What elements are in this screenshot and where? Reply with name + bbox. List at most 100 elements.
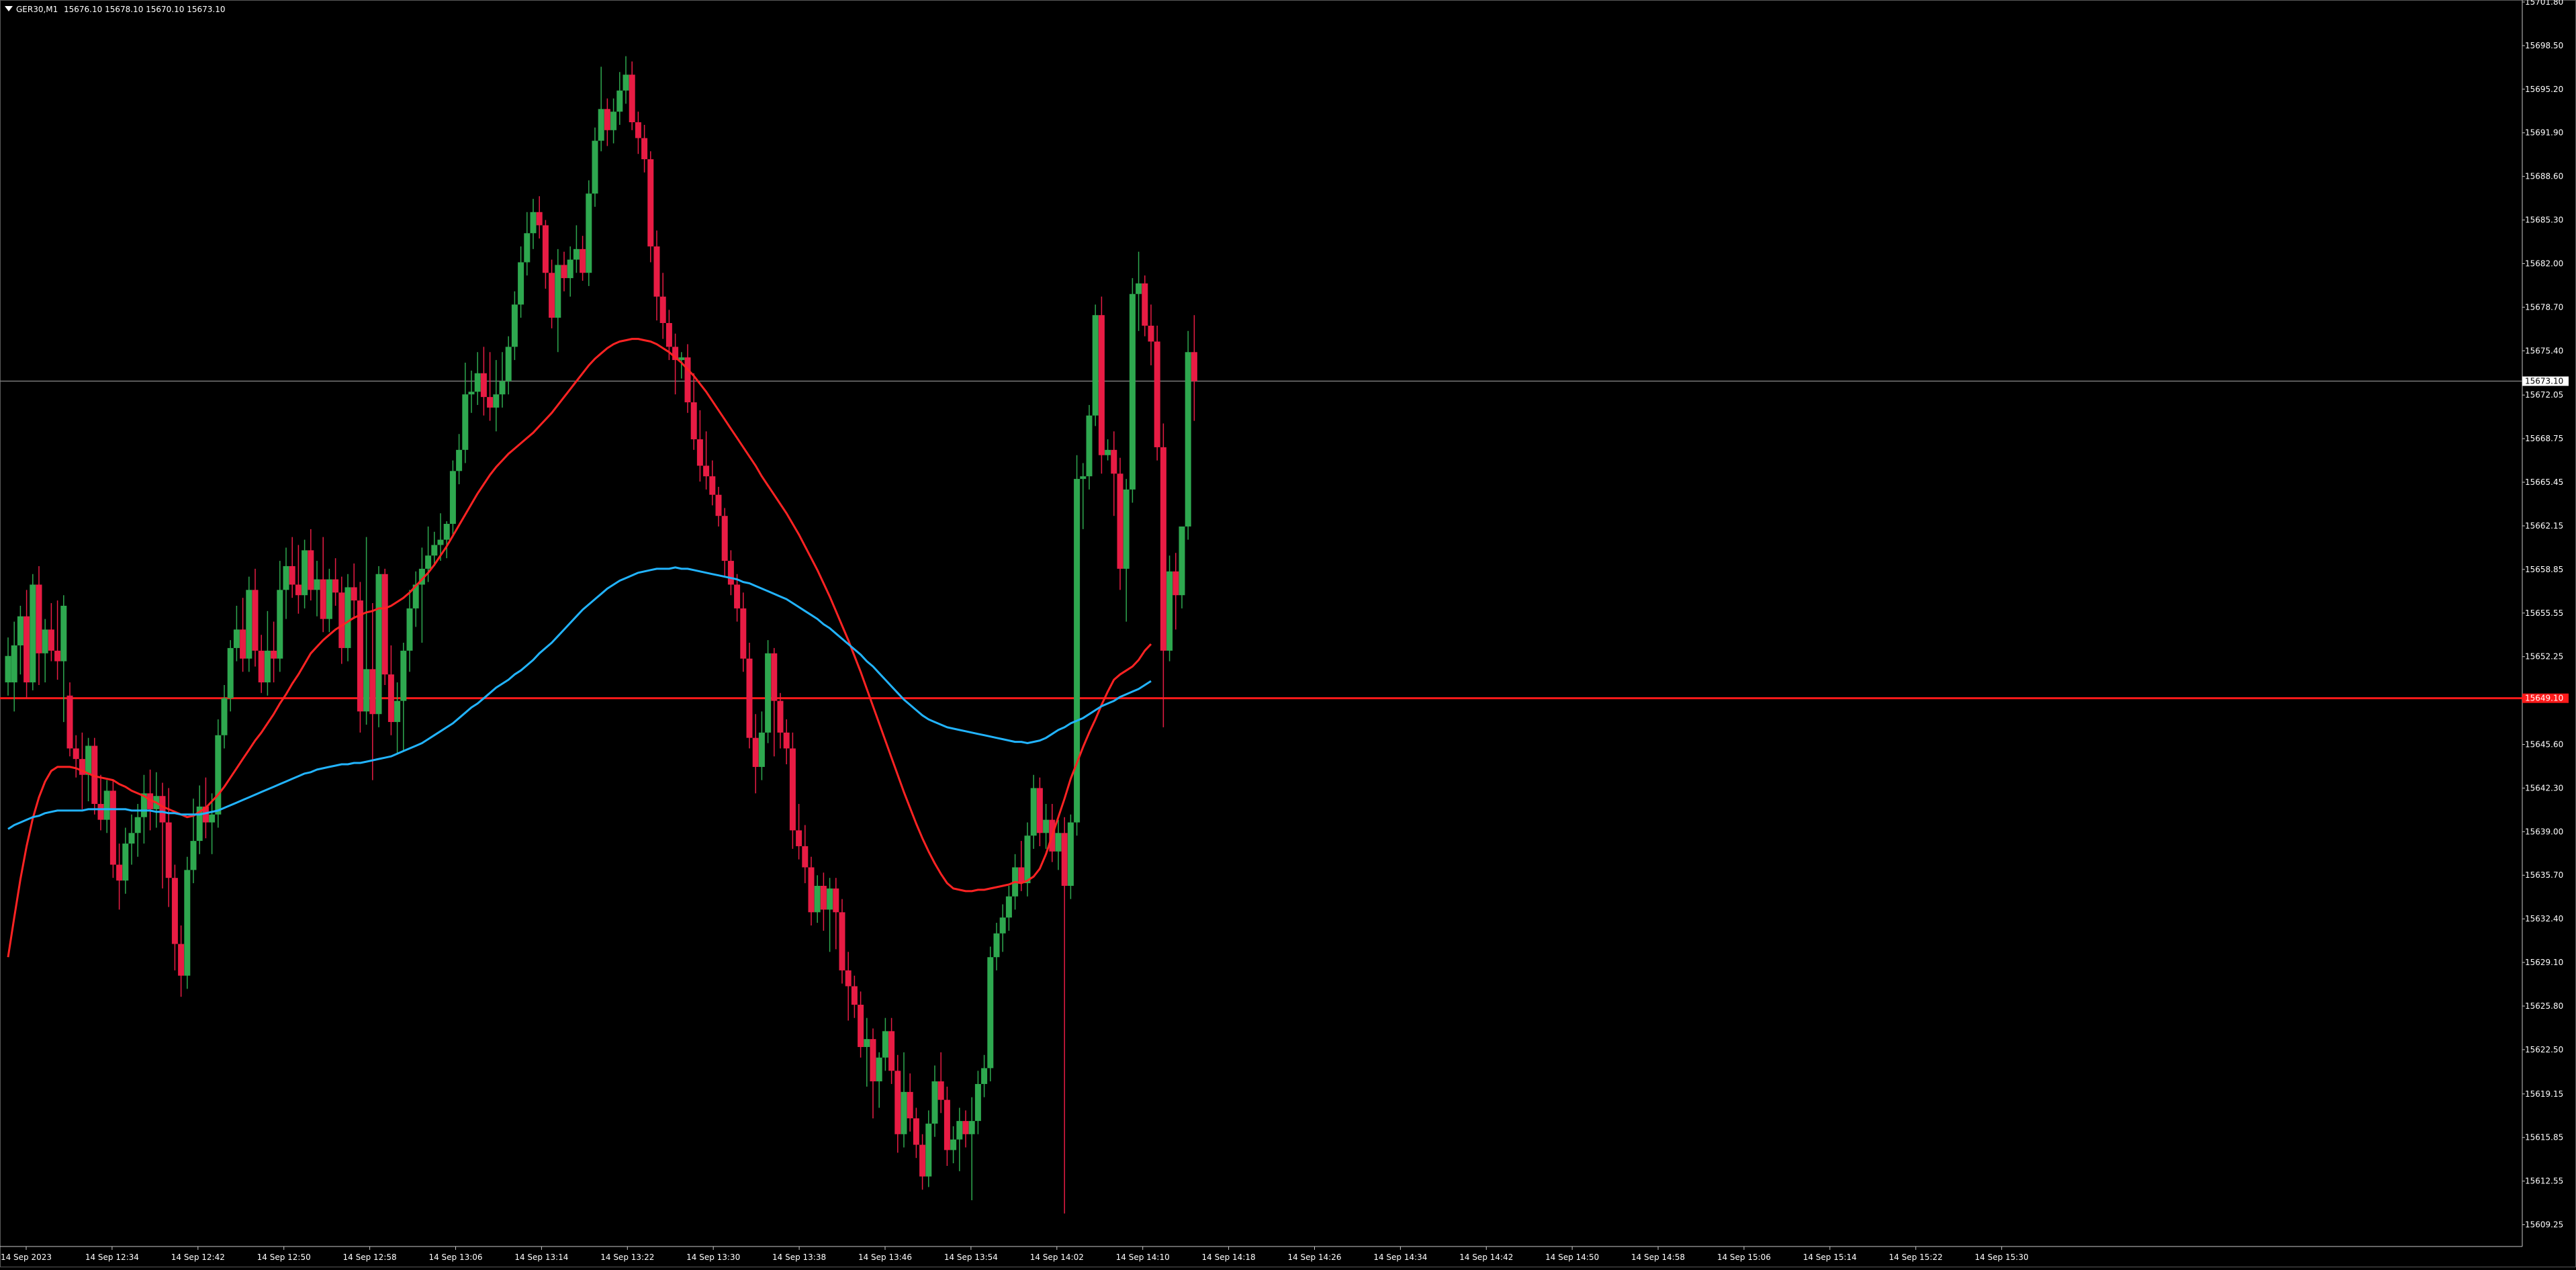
candle	[30, 574, 36, 690]
candle	[1185, 330, 1191, 540]
candle	[882, 1017, 888, 1071]
candle-body	[802, 846, 809, 868]
candle	[221, 684, 228, 749]
candle-body	[1160, 447, 1166, 651]
candle	[73, 735, 79, 778]
candle-body	[721, 516, 728, 561]
candle-body	[518, 262, 524, 305]
candle-body	[851, 986, 858, 1005]
candle	[808, 856, 815, 925]
candle-body	[777, 700, 784, 733]
candle-body	[555, 265, 561, 318]
fast-moving-average-line	[7, 338, 1152, 958]
candle-body	[283, 565, 289, 590]
candle-body	[1142, 283, 1148, 326]
time-tick-label: 14 Sep 15:30	[1975, 1253, 2029, 1262]
collapse-triangle-icon[interactable]	[5, 6, 13, 11]
candle-body	[48, 629, 54, 651]
time-axis[interactable]: 14 Sep 2023 14 Sep 12:34 14 Sep 12:42 14 Se…	[1, 1246, 2029, 1262]
time-tick-label: 14 Sep 14:18	[1202, 1253, 1256, 1262]
candle	[851, 975, 858, 1018]
candle-body	[580, 248, 586, 273]
candle-body	[116, 864, 123, 881]
candle-body	[783, 732, 790, 749]
time-tick-label: 14 Sep 14:50	[1545, 1253, 1599, 1262]
candle	[901, 1052, 907, 1148]
price-tick-label: 15668.75	[2525, 434, 2563, 443]
candle	[375, 565, 382, 727]
price-labels: 15673.10 15649.10	[2522, 376, 2569, 703]
candle-body	[499, 381, 506, 395]
candle-body	[209, 814, 216, 823]
candle-body	[715, 494, 722, 516]
candle-body	[734, 584, 741, 608]
candle-body	[1154, 341, 1160, 447]
candle-body	[400, 650, 407, 701]
candle-body	[913, 1118, 919, 1145]
candle-body	[227, 647, 234, 698]
candle	[1086, 404, 1093, 490]
candle-body	[264, 650, 271, 683]
candle	[802, 825, 809, 884]
candle	[344, 574, 351, 662]
candle-body	[11, 645, 17, 683]
price-tick-label: 15658.85	[2525, 565, 2563, 574]
candle-body	[962, 1121, 969, 1134]
candle-body	[91, 745, 98, 805]
candle-body	[845, 970, 852, 987]
candle-body	[925, 1124, 932, 1177]
candle	[518, 246, 524, 318]
candle-body	[727, 561, 734, 585]
candle-body	[252, 590, 259, 651]
candle	[381, 568, 388, 685]
candle	[919, 1134, 926, 1190]
candle	[468, 370, 475, 413]
candle	[1024, 822, 1031, 897]
candle	[277, 561, 283, 672]
candle-body	[60, 605, 67, 662]
candle-body	[629, 75, 635, 123]
candle	[400, 643, 407, 752]
candle	[443, 521, 450, 559]
price-tick-label: 15662.15	[2525, 521, 2563, 531]
candle	[209, 793, 216, 854]
candle	[487, 352, 494, 421]
candle	[950, 1126, 957, 1164]
current-price-badge	[2522, 376, 2569, 386]
candle-body	[320, 579, 326, 619]
candle-body	[530, 212, 537, 234]
candle-body	[289, 565, 295, 585]
candle-body	[171, 878, 178, 944]
candle-body	[85, 745, 92, 775]
candle	[480, 347, 487, 416]
candle	[85, 737, 92, 802]
chart-header: GER30,M1 15676.10 15678.10 15670.10 1567…	[5, 5, 225, 14]
candle	[338, 576, 345, 664]
candle	[493, 360, 500, 432]
candle-body	[586, 193, 592, 273]
time-tick-label: 14 Sep 12:42	[171, 1253, 225, 1262]
level-price-label: 15649.10	[2525, 694, 2563, 703]
candle-body	[937, 1081, 944, 1100]
candle-body	[215, 735, 222, 815]
candle-body	[598, 109, 604, 141]
candle	[567, 246, 573, 297]
time-tick-label: 14 Sep 12:50	[257, 1253, 311, 1262]
candle-body	[24, 616, 30, 683]
candle	[66, 682, 73, 757]
candle	[604, 98, 610, 146]
price-tick-label: 15695.20	[2525, 85, 2563, 94]
candle-body	[573, 248, 580, 260]
candle	[653, 230, 660, 321]
candle-body	[308, 550, 314, 590]
price-tick-label: 15632.40	[2525, 914, 2563, 923]
candle	[363, 537, 370, 725]
candle	[474, 352, 481, 405]
candle	[981, 1054, 988, 1097]
candle	[1061, 817, 1068, 1214]
price-tick-label: 15691.90	[2525, 128, 2563, 138]
candle	[178, 925, 185, 997]
candle	[678, 352, 685, 379]
